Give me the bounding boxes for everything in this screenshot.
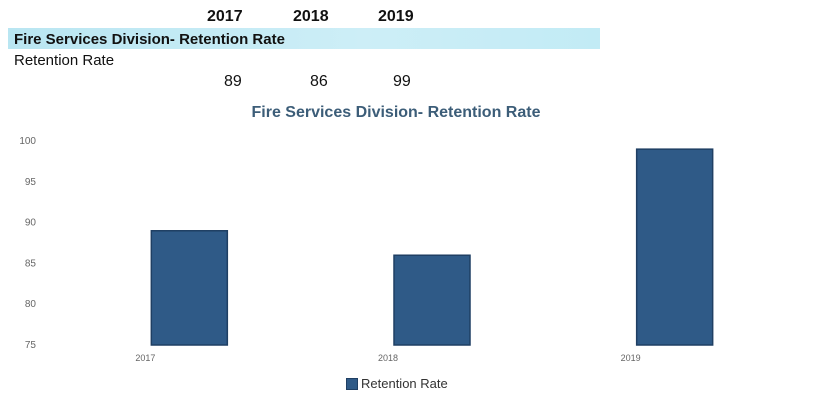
y-tick-label: 85 [25,258,37,269]
x-tick-label: 2017 [135,353,155,363]
x-tick-label: 2019 [621,353,641,363]
y-tick-label: 95 [25,177,37,188]
table-year-header: 2017 [207,8,243,25]
y-tick-label: 100 [19,136,36,147]
legend-swatch [346,377,358,390]
table-value: 86 [310,73,328,90]
row-label: Retention Rate [14,52,115,69]
table-year-header: 2018 [293,8,329,25]
chart-title: Fire Services Division- Retention Rate [251,104,541,121]
bar [150,230,229,346]
bar [393,254,471,346]
table-year-header: 2019 [378,8,414,25]
x-tick-label: 2018 [378,353,398,363]
y-tick-label: 90 [25,218,37,229]
table-value: 99 [393,73,411,90]
y-tick-label: 80 [25,299,37,310]
chart-legend: Retention Rate [346,376,448,391]
bar [635,148,714,346]
section-title-band [8,28,600,49]
y-tick-label: 75 [25,340,37,351]
legend-label: Retention Rate [361,376,448,391]
table-value: 89 [224,73,242,90]
section-title: Fire Services Division- Retention Rate [14,31,285,48]
